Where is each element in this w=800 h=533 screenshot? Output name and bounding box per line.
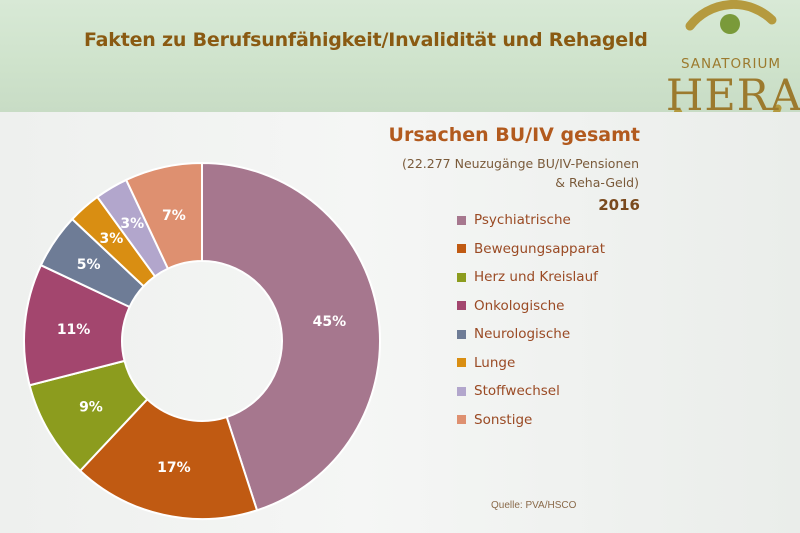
legend-swatch [457,329,466,339]
legend-label: Onkologische [474,297,565,314]
legend-swatch [457,244,466,254]
legend-label: Herz und Kreislauf [474,269,598,286]
slice-value-label: 45% [313,314,347,330]
donut-slice [78,397,259,520]
legend-item: Stoffwechsel [457,377,657,406]
chart-legend: Psychiatrische Bewegungsapparat Herz und K… [457,206,657,434]
legend-item: Neurologische [457,320,657,349]
legend-item: Psychiatrische [457,206,657,235]
legend-item: Sonstige [457,406,657,435]
donut-slice [201,161,381,512]
slice-value-label: 9% [79,400,103,416]
legend-swatch [457,301,466,311]
slice-value-label: 7% [162,208,186,224]
source-note: Quelle: PVA/HSCO [491,500,577,511]
legend-item: Onkologische [457,292,657,321]
legend-item: Lunge [457,349,657,378]
legend-label: Neurologische [474,326,571,343]
legend-label: Sonstige [474,411,533,428]
slice-value-label: 11% [57,322,91,338]
chart-subtitle: (22.277 Neuzugänge BU/IV-Pensionen & Reh… [402,154,639,192]
svg-text:SANATORIUM: SANATORIUM [681,56,781,72]
chart-subtitle-line-2: & Reha-Geld) [555,175,639,190]
chart-title: Ursachen BU/IV gesamt [388,124,640,146]
chart-year: 2016 [598,196,640,214]
legend-swatch [457,415,466,425]
legend-item: Bewegungsapparat [457,235,657,264]
donut-slice [124,161,203,270]
slice-value-label: 3% [100,231,124,247]
legend-label: Psychiatrische [474,212,571,229]
legend-swatch [457,358,466,368]
slice-value-label: 3% [120,216,144,232]
legend-label: Stoffwechsel [474,383,560,400]
page-title: Fakten zu Berufsunfähigkeit/Invalidität … [84,29,648,51]
slice-value-label: 17% [157,460,191,476]
legend-item: Herz und Kreislauf [457,263,657,292]
chart-subtitle-line-1: (22.277 Neuzugänge BU/IV-Pensionen [402,156,639,171]
slice-value-label: 5% [77,257,101,273]
legend-label: Bewegungsapparat [474,240,605,257]
legend-swatch [457,386,466,396]
legend-swatch [457,215,466,225]
header-bar: Fakten zu Berufsunfähigkeit/Invalidität … [0,0,800,112]
legend-label: Lunge [474,354,516,371]
legend-swatch [457,272,466,282]
